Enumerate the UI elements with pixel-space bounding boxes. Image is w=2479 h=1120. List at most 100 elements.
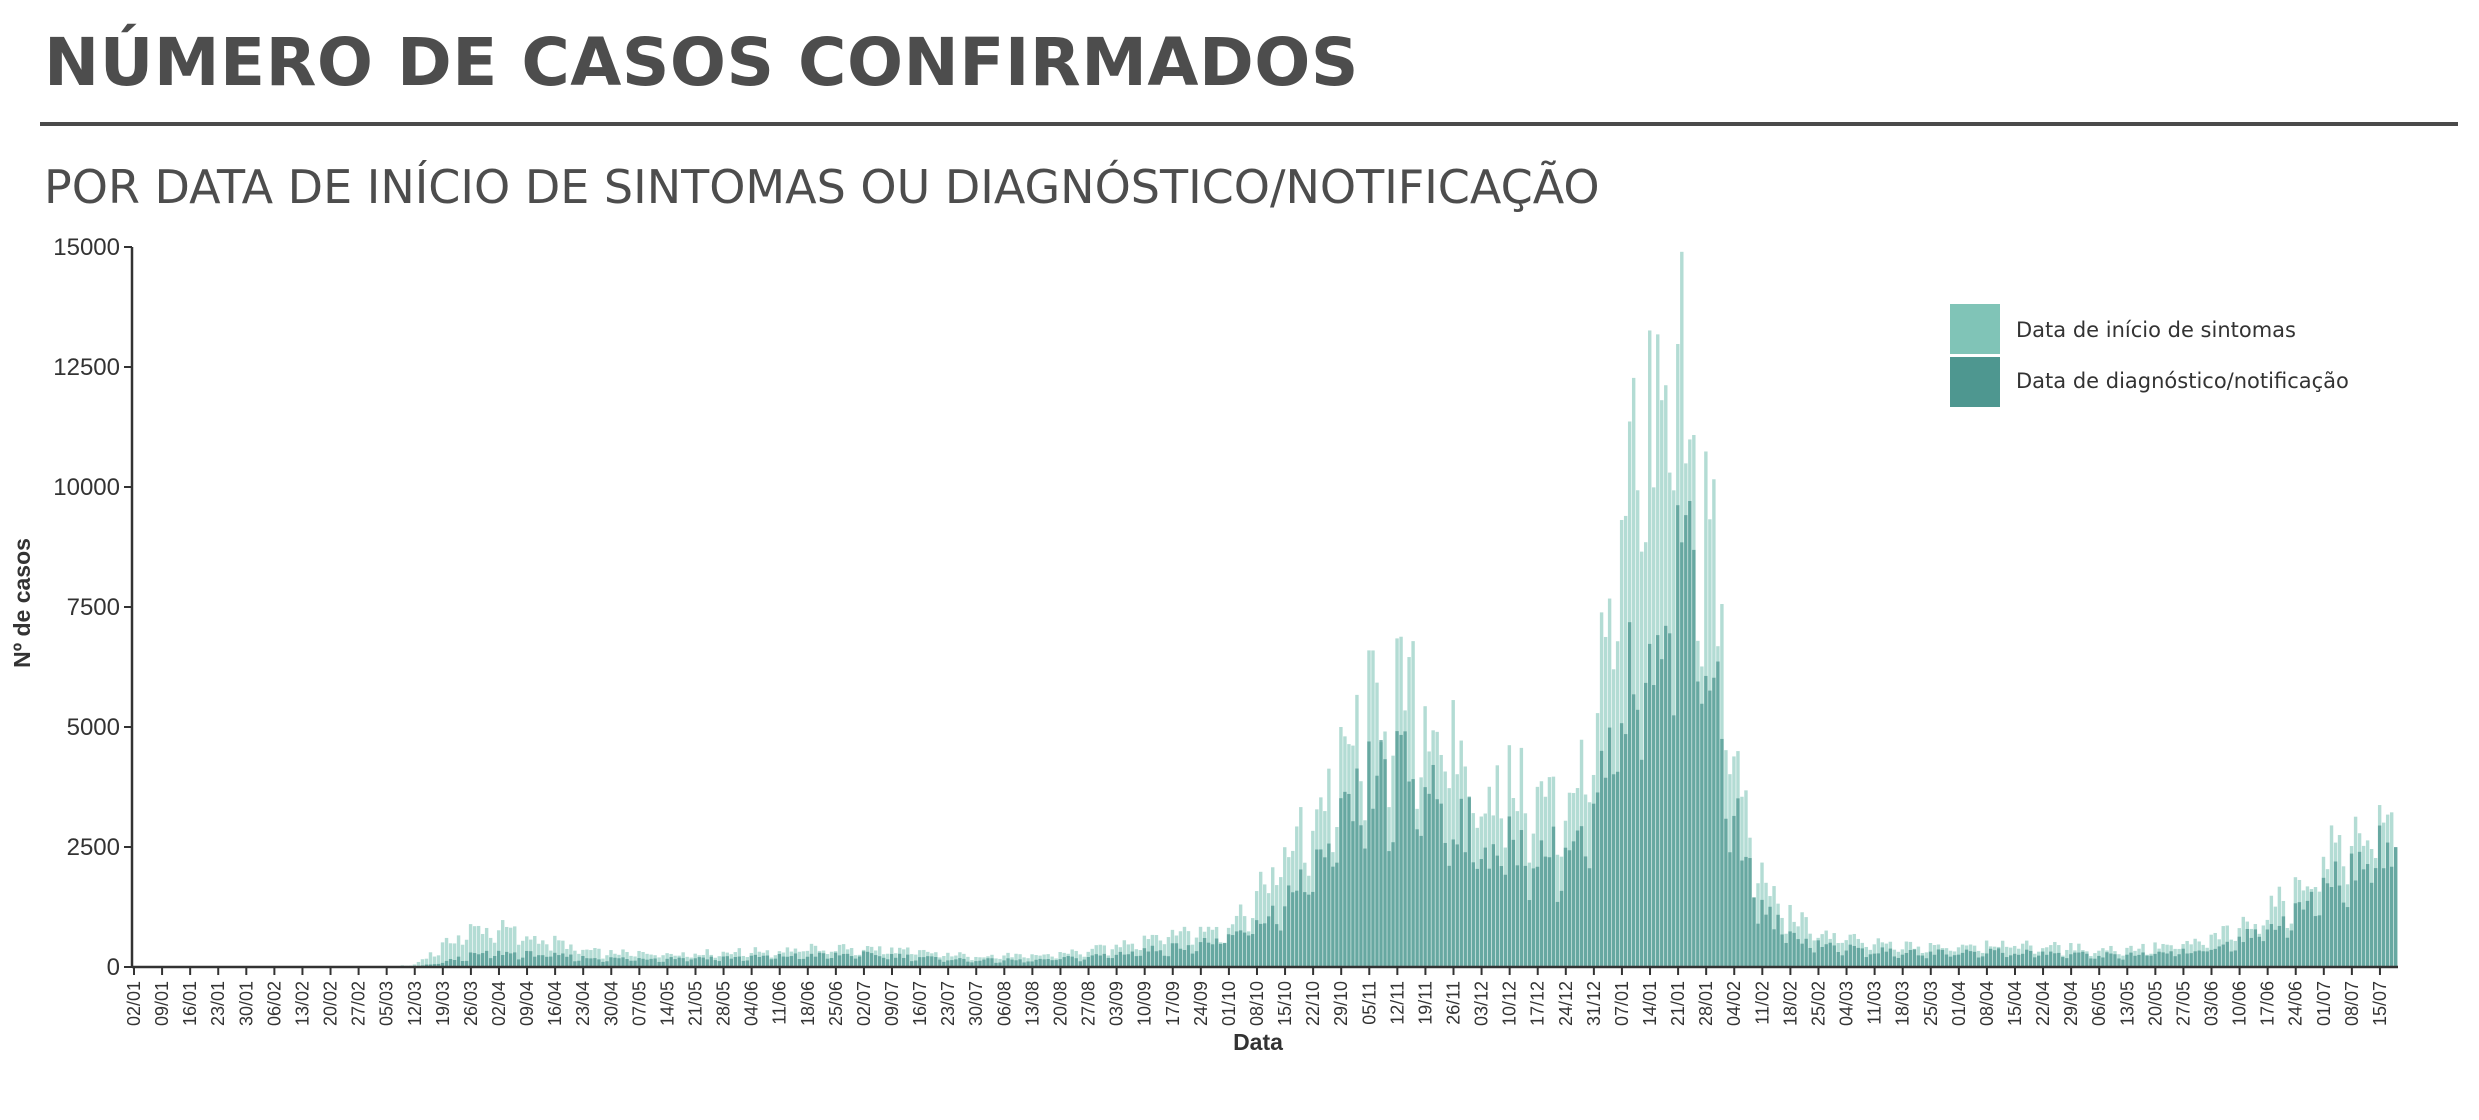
bar-diagnostico [922,957,926,967]
bar-diagnostico [2101,957,2105,967]
bar-diagnostico [2209,949,2213,967]
x-tick-label: 23/04 [573,981,593,1026]
bar-diagnostico [958,958,962,967]
bar-diagnostico [1587,868,1592,967]
bar-sintomas [573,950,577,967]
bar-diagnostico [2217,946,2221,967]
bar-diagnostico [1319,849,1323,967]
bar-diagnostico [1339,798,1343,967]
bar-diagnostico [545,956,549,967]
bar-sintomas [424,958,429,967]
bar-diagnostico [1287,885,1291,967]
bar-diagnostico [2037,955,2041,967]
x-tick-label: 11/03 [1865,981,1885,1025]
bar-diagnostico [1652,685,1656,967]
x-tick-label: 28/01 [1696,981,1716,1026]
bar-diagnostico [725,956,729,967]
bar-sintomas [605,955,609,967]
x-tick-label: 24/06 [2286,981,2306,1026]
bar-diagnostico [609,957,613,967]
bar-diagnostico [2109,953,2113,967]
bar-diagnostico [1816,940,1820,967]
bar-diagnostico [1118,951,1123,967]
bar-diagnostico [926,956,930,967]
x-tick-label: 25/06 [826,981,846,1026]
bar-diagnostico [549,956,553,967]
bar-diagnostico [1852,945,1856,967]
bar-diagnostico [1924,958,1929,967]
x-tick-label: 17/06 [2258,981,2278,1026]
x-tick-label: 23/01 [208,981,228,1026]
y-axis-label: Nº de casos [9,538,35,668]
legend-swatch-diagnostico [1950,357,2000,407]
bar-diagnostico [918,957,922,967]
bar-diagnostico [641,958,645,967]
bar-diagnostico [873,955,878,967]
page-title: NÚMERO DE CASOS CONFIRMADOS [44,24,1359,101]
bar-diagnostico [1848,944,1852,967]
bar-diagnostico [1692,549,1696,967]
bar-diagnostico [1291,892,1295,967]
x-tick-label: 17/09 [1163,981,1183,1026]
bar-diagnostico [2069,954,2073,967]
bar-diagnostico [1299,869,1303,967]
bar-diagnostico [1796,939,1800,967]
bar-diagnostico [761,955,766,967]
bar-diagnostico [2029,950,2033,967]
bar-diagnostico [865,951,870,967]
bar-diagnostico [2105,952,2109,967]
bar-sintomas [488,937,493,967]
bar-diagnostico [1764,914,1768,967]
bar-diagnostico [1668,633,1672,967]
bar-diagnostico [577,960,581,967]
bar-diagnostico [869,953,874,967]
bar-sintomas [1631,377,1636,967]
bar-diagnostico [717,961,721,967]
bar-diagnostico [1884,951,1889,967]
bar-diagnostico [1130,951,1135,967]
bar-diagnostico [1515,865,1520,967]
bar-diagnostico [685,961,689,967]
x-tick-label: 10/09 [1135,981,1155,1026]
bar-diagnostico [2249,937,2254,967]
bar-diagnostico [1014,960,1018,967]
bar-diagnostico [1704,675,1708,967]
bar-diagnostico [1210,944,1215,967]
bar-diagnostico [1114,954,1119,967]
bar-diagnostico [1603,777,1608,967]
bar-diagnostico [938,959,942,967]
bar-diagnostico [1639,759,1644,967]
bar-diagnostico [2065,958,2069,967]
bar-diagnostico [2137,954,2141,967]
bar-sintomas [597,948,601,967]
bar-diagnostico [1615,771,1620,967]
y-tick-label: 5000 [67,714,120,741]
bar-diagnostico [1744,856,1748,967]
bar-diagnostico [1680,542,1684,967]
bar-diagnostico [1595,792,1600,967]
bar-sintomas [1451,700,1455,967]
bar-diagnostico [1070,956,1074,967]
bar-diagnostico [1178,948,1183,967]
bar-diagnostico [1996,948,2001,967]
bar-sintomas [1840,942,1844,967]
bar-diagnostico [541,955,545,967]
bar-diagnostico [2381,868,2386,967]
bar-diagnostico [1138,955,1143,967]
bar-diagnostico [1062,957,1066,967]
bar-diagnostico [877,956,882,967]
bar-sintomas [1182,926,1187,967]
bar-diagnostico [749,955,754,967]
bar-diagnostico [1483,847,1487,967]
bar-diagnostico [1359,825,1363,967]
bar-diagnostico [561,953,565,967]
bar-diagnostico [837,955,842,967]
bar-diagnostico [2085,953,2089,967]
bar-diagnostico [484,950,489,967]
bar-sintomas [428,952,433,967]
bar-diagnostico [2365,864,2370,967]
bar-sintomas [517,944,521,967]
bar-diagnostico [1170,943,1175,967]
bar-diagnostico [1383,759,1387,967]
